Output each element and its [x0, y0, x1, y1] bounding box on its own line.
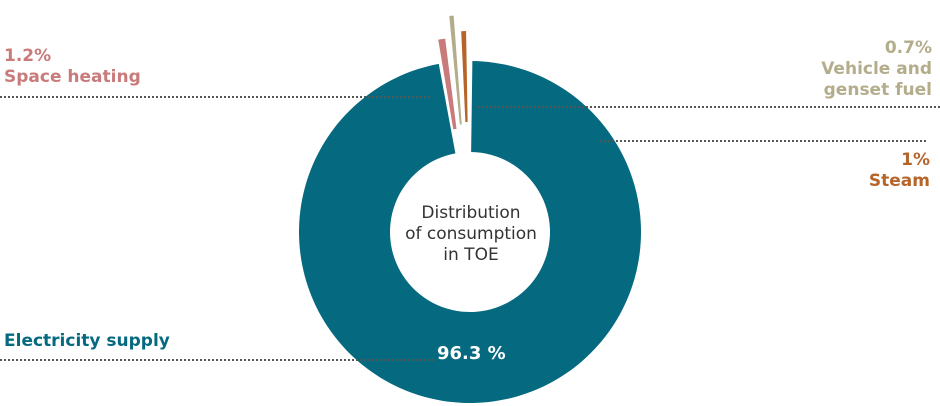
electricity-supply-percent: 96.3 % — [437, 343, 506, 364]
space-heating-percent: 1.2% — [4, 46, 52, 66]
steam-percent: 1% — [901, 150, 930, 170]
slice-steam — [461, 31, 468, 123]
center-label-line-1: Distribution — [421, 203, 521, 223]
center-label-line-3: in TOE — [443, 245, 499, 265]
slices-group — [298, 15, 641, 404]
leader-line-vehicle-genset — [478, 106, 940, 108]
center-label-line-2: of consumption — [405, 224, 537, 244]
donut-center-label: Distribution of consumption in TOE — [381, 203, 561, 266]
slice-space-heating — [438, 38, 457, 130]
space-heating-label: Space heating — [4, 67, 141, 87]
leader-line-space-heating — [0, 96, 430, 98]
steam-label: Steam — [868, 171, 930, 191]
vehicle-genset-percent: 0.7% — [884, 38, 932, 58]
leader-line-electricity — [0, 359, 434, 361]
electricity-supply-label: Electricity supply — [4, 331, 170, 351]
vehicle-genset-label-line2: genset fuel — [823, 80, 932, 100]
slice-vehicle-genset-fuel — [449, 15, 462, 125]
leader-line-steam — [600, 140, 926, 142]
slice-electricity-supply — [298, 61, 641, 404]
vehicle-genset-label-line1: Vehicle and — [821, 59, 932, 79]
